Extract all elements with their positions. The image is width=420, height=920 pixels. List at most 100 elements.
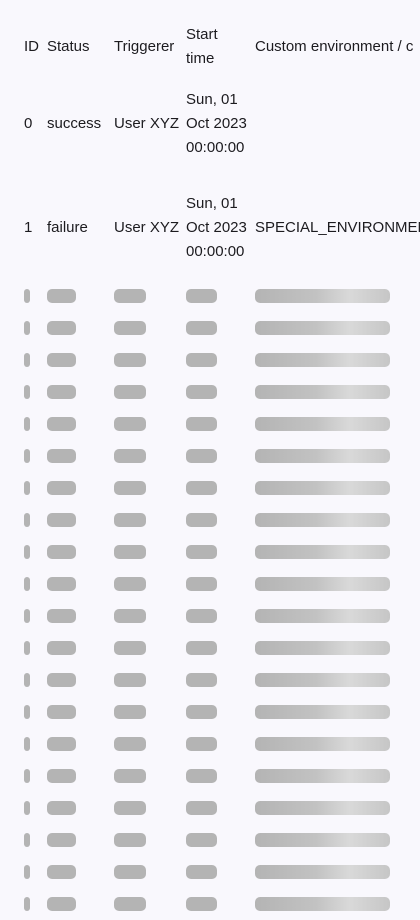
skeleton-cell xyxy=(250,792,420,824)
skeleton-status xyxy=(47,865,76,879)
table-row[interactable]: 1 failure User XYZ Sun, 01 Oct 2023 00:0… xyxy=(19,176,420,280)
skeleton-id xyxy=(24,385,30,399)
skeleton-cell xyxy=(42,376,109,408)
skeleton-status xyxy=(47,801,76,815)
skeleton-start-time xyxy=(186,513,217,527)
skeleton-cell xyxy=(181,344,250,376)
skeleton-row xyxy=(19,888,420,920)
column-header-custom-environment[interactable]: Custom environment / c xyxy=(255,38,414,55)
skeleton-cell xyxy=(19,568,42,600)
skeleton-cell xyxy=(181,824,250,856)
skeleton-status xyxy=(47,705,76,719)
skeleton-cell xyxy=(250,376,420,408)
skeleton-triggerer xyxy=(114,833,146,847)
skeleton-status xyxy=(47,769,76,783)
skeleton-custom-environment xyxy=(255,417,390,431)
skeleton-row xyxy=(19,536,420,568)
column-header-triggerer[interactable]: Triggerer xyxy=(114,38,175,55)
skeleton-status xyxy=(47,641,76,655)
skeleton-cell xyxy=(19,504,42,536)
skeleton-cell xyxy=(250,696,420,728)
skeleton-status xyxy=(47,289,76,303)
skeleton-cell xyxy=(19,600,42,632)
skeleton-row xyxy=(19,728,420,760)
skeleton-triggerer xyxy=(114,513,146,527)
cell-triggerer: User XYZ xyxy=(114,115,180,132)
skeleton-cell xyxy=(109,408,181,440)
skeleton-cell xyxy=(109,344,181,376)
skeleton-cell xyxy=(42,760,109,792)
skeleton-cell xyxy=(109,472,181,504)
skeleton-cell xyxy=(250,824,420,856)
column-header-start-time[interactable]: Start time xyxy=(186,26,218,67)
skeleton-cell xyxy=(19,888,42,920)
skeleton-id xyxy=(24,289,30,303)
skeleton-start-time xyxy=(186,577,217,591)
skeleton-cell xyxy=(42,312,109,344)
table-body: 0 success User XYZ Sun, 01 Oct 2023 00:0… xyxy=(19,72,420,280)
skeleton-status xyxy=(47,385,76,399)
skeleton-start-time xyxy=(186,385,217,399)
skeleton-triggerer xyxy=(114,705,146,719)
skeleton-cell xyxy=(181,728,250,760)
skeleton-cell xyxy=(19,280,42,312)
skeleton-cell xyxy=(109,728,181,760)
skeleton-custom-environment xyxy=(255,289,390,303)
skeleton-custom-environment xyxy=(255,833,390,847)
skeleton-cell xyxy=(42,792,109,824)
skeleton-status xyxy=(47,545,76,559)
skeleton-custom-environment xyxy=(255,897,390,911)
skeleton-cell xyxy=(181,792,250,824)
skeleton-custom-environment xyxy=(255,641,390,655)
skeleton-cell xyxy=(19,312,42,344)
skeleton-id xyxy=(24,321,30,335)
skeleton-cell xyxy=(19,344,42,376)
skeleton-id xyxy=(24,865,30,879)
skeleton-status xyxy=(47,449,76,463)
skeleton-cell xyxy=(250,760,420,792)
skeleton-cell xyxy=(19,760,42,792)
skeleton-triggerer xyxy=(114,801,146,815)
skeleton-cell xyxy=(109,792,181,824)
cell-status: success xyxy=(47,115,102,132)
skeleton-id xyxy=(24,417,30,431)
skeleton-status xyxy=(47,353,76,367)
skeleton-cell xyxy=(250,440,420,472)
skeleton-cell xyxy=(250,728,420,760)
skeleton-row xyxy=(19,280,420,312)
skeleton-cell xyxy=(19,696,42,728)
skeleton-triggerer xyxy=(114,609,146,623)
column-header-id[interactable]: ID xyxy=(24,38,39,55)
skeleton-custom-environment xyxy=(255,577,390,591)
skeleton-cell xyxy=(42,632,109,664)
skeleton-custom-environment xyxy=(255,545,390,559)
skeleton-row xyxy=(19,760,420,792)
skeleton-cell xyxy=(181,856,250,888)
skeleton-cell xyxy=(181,568,250,600)
skeleton-cell xyxy=(181,408,250,440)
skeleton-cell xyxy=(109,440,181,472)
skeleton-triggerer xyxy=(114,449,146,463)
skeleton-id xyxy=(24,577,30,591)
skeleton-id xyxy=(24,833,30,847)
skeleton-status xyxy=(47,897,76,911)
skeleton-cell xyxy=(181,632,250,664)
skeleton-row xyxy=(19,600,420,632)
skeleton-cell xyxy=(181,312,250,344)
skeleton-cell xyxy=(250,568,420,600)
skeleton-cell xyxy=(250,408,420,440)
table-row[interactable]: 0 success User XYZ Sun, 01 Oct 2023 00:0… xyxy=(19,72,420,176)
skeleton-cell xyxy=(109,504,181,536)
cell-id: 1 xyxy=(24,219,33,236)
skeleton-triggerer xyxy=(114,673,146,687)
skeleton-status xyxy=(47,417,76,431)
column-header-status[interactable]: Status xyxy=(47,38,90,55)
skeleton-cell xyxy=(109,312,181,344)
cell-start-time: Sun, 01 Oct 2023 00:00:00 xyxy=(186,91,247,156)
skeleton-start-time xyxy=(186,833,217,847)
skeleton-cell xyxy=(19,536,42,568)
skeleton-cell xyxy=(42,536,109,568)
skeleton-custom-environment xyxy=(255,321,390,335)
skeleton-cell xyxy=(19,792,42,824)
